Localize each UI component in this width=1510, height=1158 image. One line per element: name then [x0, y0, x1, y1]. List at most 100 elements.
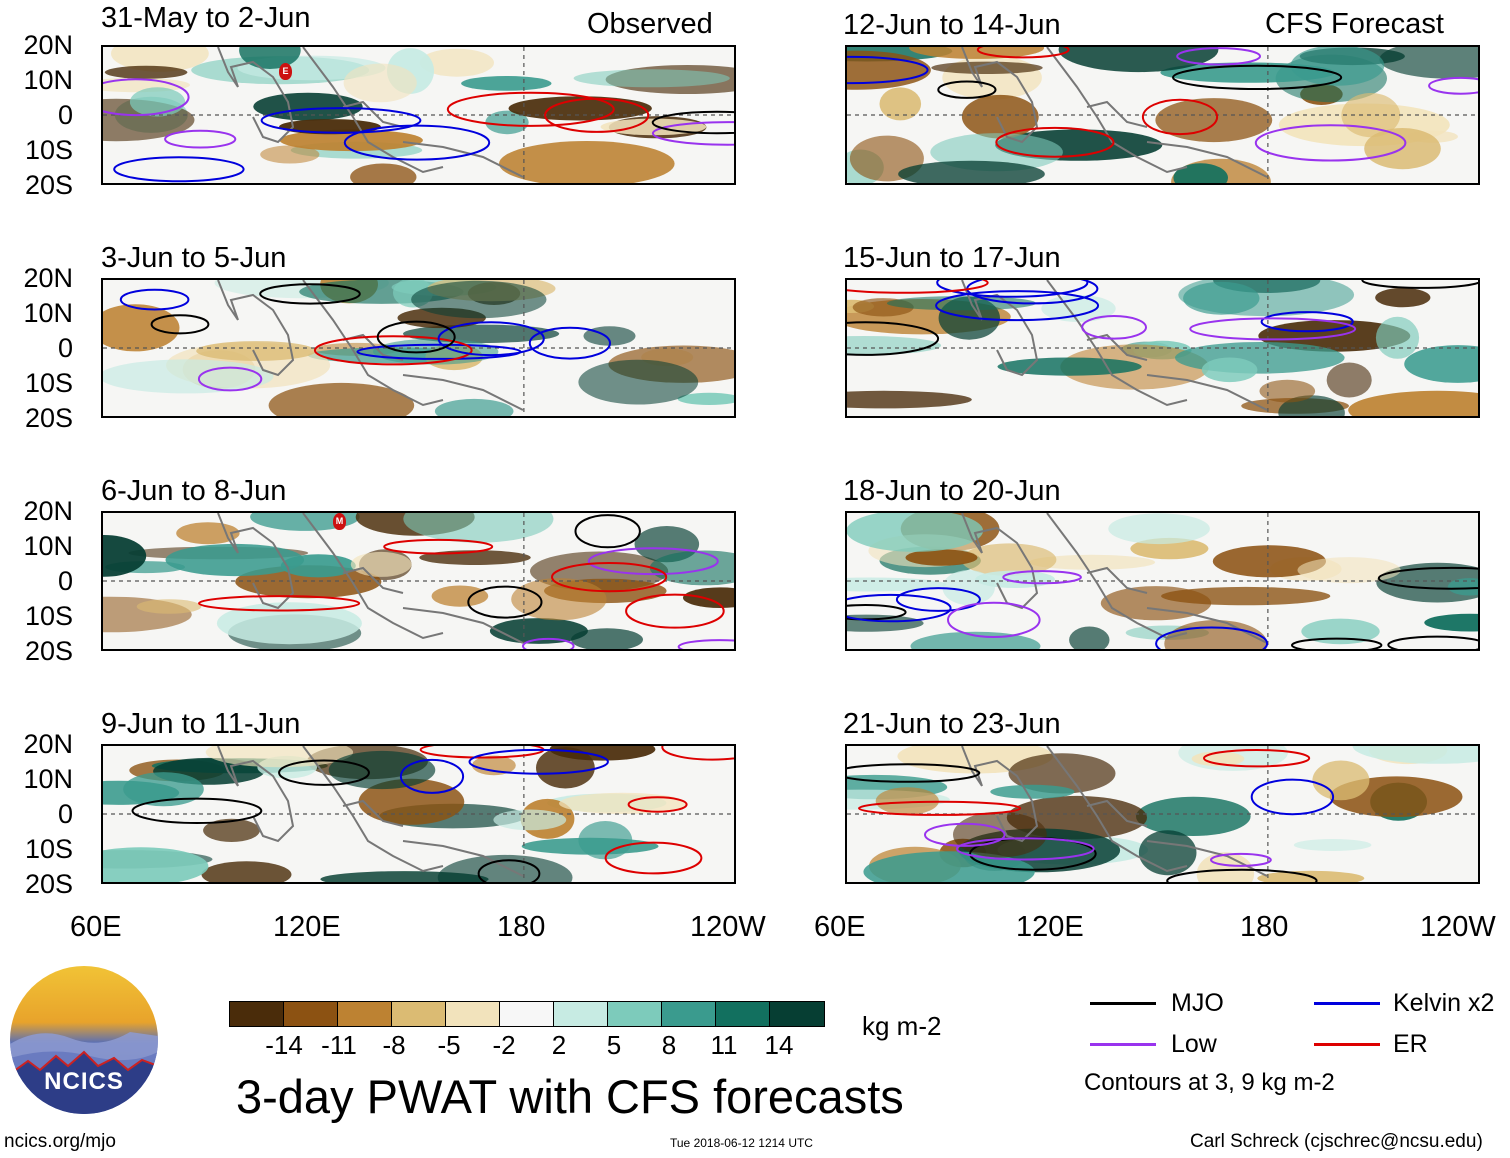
colorbar-swatch [554, 1002, 608, 1026]
pwat-anomaly-blob [1326, 362, 1372, 398]
wave-contour [1254, 124, 1407, 162]
pwat-anomaly-blob [1376, 562, 1478, 603]
wave-contour [164, 129, 237, 149]
colorbar-label: -14 [265, 1030, 303, 1060]
panel-title-right-2: 15-Jun to 17-Jun [843, 242, 1061, 274]
pwat-anomaly-blob [485, 110, 529, 135]
pwat-anomaly-blob [103, 847, 209, 882]
pwat-anomaly-blob [931, 61, 1043, 74]
wave-contour [1361, 280, 1478, 289]
pwat-anomaly-blob [1348, 390, 1478, 416]
pwat-anomaly-blob [320, 871, 489, 882]
phase-marker-e: E [279, 63, 292, 80]
main-title: 3-day PWAT with CFS forecasts [236, 1070, 904, 1123]
pwat-anomaly-blob [875, 787, 939, 815]
wave-contour [924, 822, 1006, 847]
pwat-anomaly-blob [886, 296, 1037, 311]
panel-title-left-2: 3-Jun to 5-Jun [101, 242, 287, 274]
legend-label-low: Low [1171, 1030, 1217, 1058]
wave-contour [625, 593, 725, 629]
wave-contour [103, 78, 190, 117]
wave-contour [574, 514, 641, 549]
colorbar-label: 5 [606, 1030, 622, 1060]
wave-contour [1002, 570, 1082, 585]
pwat-anomaly-blob [1155, 98, 1273, 143]
pwat-anomaly-blob [358, 778, 465, 825]
pwat-anomaly-blob [123, 772, 204, 807]
y-label: 20S [24, 869, 73, 899]
wave-contour [1210, 852, 1272, 867]
wave-contour [446, 91, 615, 127]
y-label: 0 [57, 566, 73, 596]
pwat-anomaly-blob [521, 837, 659, 855]
wave-contour [1250, 778, 1335, 816]
pwat-anomaly-blob [1108, 513, 1210, 545]
footer-url[interactable]: ncics.org/mjo [4, 1131, 116, 1152]
pwat-anomaly-blob [953, 811, 1047, 858]
pwat-anomaly-blob [253, 92, 363, 121]
pwat-anomaly-blob [403, 513, 554, 543]
panel-title-right-1: 12-Jun to 14-Jun [843, 9, 1061, 41]
pwat-anomaly-blob [1375, 316, 1420, 359]
pwat-anomaly-blob [419, 48, 494, 77]
pwat-anomaly-blob [216, 602, 362, 645]
wave-contour [150, 314, 210, 335]
y-label: 20S [24, 636, 73, 666]
pwat-map [103, 47, 734, 183]
coastline [217, 47, 524, 178]
pwat-anomaly-blob [201, 861, 292, 882]
pwat-map [847, 280, 1478, 416]
wave-contour [467, 585, 543, 619]
pwat-map [103, 746, 734, 882]
legend-label-er: ER [1393, 1030, 1428, 1058]
wave-contour [260, 107, 422, 134]
x-label: 120E [1016, 911, 1084, 943]
forecast-header: CFS Forecast [1265, 8, 1444, 40]
wave-contour [935, 290, 1100, 322]
pwat-anomaly-blob [549, 746, 656, 761]
wave-contour [995, 126, 1115, 158]
pwat-anomaly-blob [136, 599, 202, 614]
colorbar-swatch [230, 1002, 284, 1026]
wave-contour [858, 800, 1022, 816]
pwat-anomaly-blob [1201, 357, 1258, 383]
pwat-anomaly-blob [461, 76, 552, 91]
y-label: 10N [23, 298, 73, 328]
colorbar-label: -11 [321, 1030, 357, 1060]
pwat-map [847, 47, 1478, 183]
pwat-anomaly-blob [431, 585, 489, 607]
x-label: 180 [1240, 911, 1289, 943]
pwat-anomaly-blob [1447, 578, 1478, 596]
x-label: 60E [814, 911, 866, 943]
pwat-anomaly-blob [571, 628, 643, 649]
x-label: 180 [497, 911, 546, 943]
phase-marker-m: M [333, 513, 346, 530]
pwat-anomaly-blob [1424, 613, 1478, 632]
pwat-anomaly-blob [1196, 852, 1255, 882]
wave-contour [976, 47, 1070, 59]
colorbar-swatch [716, 1002, 770, 1026]
pwat-anomaly-blob [879, 87, 922, 121]
pwat-map [847, 513, 1478, 649]
mountains-icon [10, 1032, 158, 1114]
wave-contour [477, 859, 541, 882]
pwat-anomaly-blob [905, 549, 978, 566]
pwat-map [847, 746, 1478, 882]
pwat-map [103, 513, 734, 649]
map-panel-left-1 [101, 45, 736, 185]
wave-contour [522, 637, 575, 649]
colorbar-swatch [446, 1002, 500, 1026]
pwat-anomaly-blob [1164, 620, 1268, 649]
pwat-anomaly-blob [250, 513, 360, 531]
x-label: 60E [70, 911, 122, 943]
pwat-anomaly-blob [493, 809, 567, 831]
observed-header: Observed [587, 8, 713, 40]
wave-contour [895, 587, 981, 612]
pwat-anomaly-blob [103, 304, 180, 352]
wave-contour [259, 283, 361, 305]
wave-contour [947, 601, 1041, 639]
pwat-anomaly-blob [373, 338, 499, 365]
pwat-anomaly-blob [1290, 47, 1385, 86]
pwat-map [103, 280, 734, 416]
wave-contour [1155, 626, 1269, 649]
